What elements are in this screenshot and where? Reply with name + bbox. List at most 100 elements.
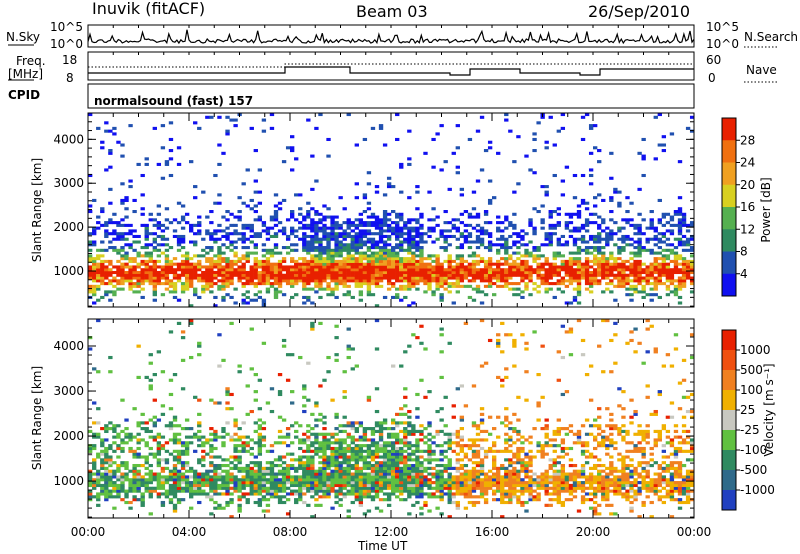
heat-cell — [108, 165, 113, 169]
heat-cell — [548, 115, 553, 119]
heat-cell — [366, 395, 372, 399]
heat-cell — [657, 295, 662, 299]
heat-cell — [439, 124, 444, 128]
heat-cell — [431, 481, 436, 485]
heat-cell — [572, 287, 578, 291]
heat-cell — [306, 282, 311, 286]
heat-cell — [350, 475, 355, 479]
heat-cell — [471, 481, 477, 485]
heat-cell — [318, 446, 323, 451]
heat-cell — [584, 268, 590, 272]
heat-cell — [310, 458, 315, 462]
heat-cell — [245, 251, 250, 255]
heat-cell — [378, 276, 384, 280]
heat-cell — [382, 481, 388, 485]
heat-cell — [487, 248, 493, 252]
heat-cell — [386, 226, 392, 230]
heat-cell — [197, 279, 202, 283]
heat-cell — [370, 455, 376, 459]
heat-cell — [310, 243, 315, 247]
heat-cell — [459, 438, 465, 442]
heat-cell — [245, 254, 250, 258]
heat-cell — [479, 483, 485, 488]
heat-cell — [164, 254, 170, 258]
heat-cell — [641, 284, 646, 288]
heat-cell — [500, 449, 505, 453]
heat-cell — [403, 262, 408, 266]
heat-cell — [427, 276, 432, 280]
heat-cell — [241, 446, 246, 451]
heat-cell — [152, 398, 157, 402]
heat-cell — [673, 259, 679, 263]
heat-cell — [423, 265, 428, 269]
heat-cell — [140, 455, 145, 459]
heat-cell — [225, 387, 230, 391]
heat-cell — [306, 262, 311, 266]
heat-cell — [96, 452, 101, 456]
heat-cell — [100, 483, 105, 488]
heat-cell — [536, 273, 541, 277]
heat-cell — [152, 262, 157, 266]
heat-cell — [334, 358, 339, 362]
heat-cell — [609, 151, 614, 155]
heat-cell — [318, 486, 323, 490]
heat-cell — [148, 265, 153, 269]
heat-cell — [88, 492, 93, 496]
heat-cell — [334, 265, 339, 269]
heat-cell — [593, 273, 598, 277]
heat-cell — [560, 126, 566, 130]
heat-cell — [330, 257, 335, 261]
heat-cell — [233, 432, 238, 436]
heat-cell — [318, 268, 323, 272]
heat-cell — [96, 503, 101, 507]
heat-cell — [205, 483, 210, 488]
heat-cell — [431, 486, 436, 490]
heat-cell — [104, 129, 109, 133]
heat-cell — [500, 498, 505, 502]
heat-cell — [144, 486, 149, 490]
heat-cell — [374, 429, 380, 434]
heat-cell — [334, 284, 339, 288]
power-panel — [87, 112, 695, 308]
heat-cell — [403, 429, 408, 434]
heat-cell — [399, 407, 404, 411]
heat-cell — [483, 284, 489, 288]
heat-cell — [112, 435, 117, 439]
heat-cell — [164, 273, 170, 277]
heat-cell — [310, 246, 315, 250]
heat-cell — [213, 486, 218, 490]
heat-cell — [439, 418, 444, 422]
heat-cell — [358, 486, 364, 490]
heat-cell — [641, 295, 646, 299]
heat-cell — [407, 429, 412, 434]
nsky-trace — [87, 29, 695, 45]
heat-cell — [362, 221, 368, 225]
heat-cell — [225, 489, 230, 493]
heat-cell — [217, 401, 222, 405]
heat-cell — [479, 240, 485, 244]
heat-cell — [253, 262, 258, 266]
heat-cell — [116, 432, 121, 436]
heat-cell — [144, 375, 149, 379]
heat-cell — [467, 475, 473, 479]
heat-cell — [302, 492, 307, 496]
heat-cell — [233, 478, 238, 482]
heat-cell — [669, 232, 675, 236]
heat-cell — [237, 257, 242, 261]
heat-cell — [354, 265, 359, 269]
heat-cell — [471, 424, 477, 428]
heat-cell — [318, 113, 323, 117]
heat-cell — [455, 461, 460, 465]
heat-cell — [475, 444, 481, 448]
heat-cell — [475, 427, 481, 431]
heat-cell — [451, 151, 456, 155]
heat-cell — [322, 475, 327, 479]
heat-cell — [140, 246, 145, 250]
heat-cell — [617, 276, 622, 280]
heat-cell — [496, 243, 501, 247]
heat-cell — [423, 282, 428, 286]
heat-cell — [443, 237, 448, 241]
heat-cell — [443, 478, 448, 482]
heat-cell — [241, 298, 246, 302]
heat-cell — [128, 257, 133, 261]
